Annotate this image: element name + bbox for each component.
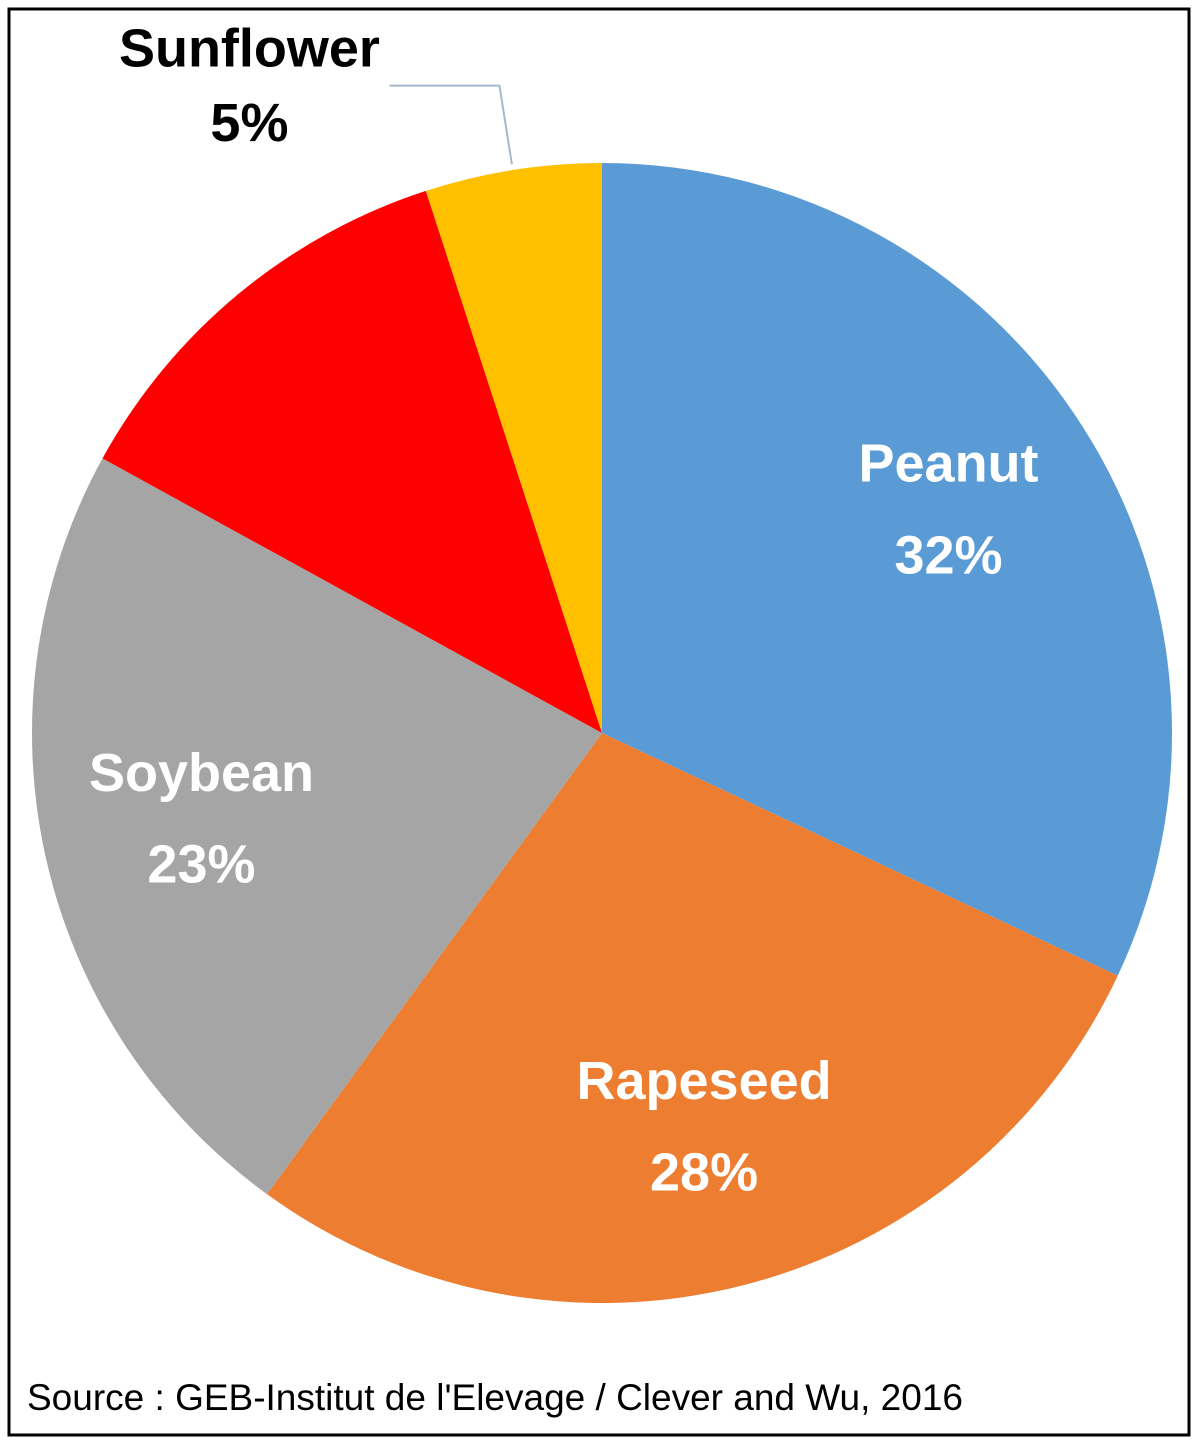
slice-label: Sunflower — [119, 18, 380, 78]
pie-slice — [425, 163, 602, 733]
pie-slice — [31, 458, 602, 1195]
slice-label: Soybean — [89, 743, 314, 803]
leader-line — [389, 84, 513, 165]
slice-value-label: 32% — [894, 525, 1002, 585]
pie-slice — [266, 733, 1118, 1303]
slice-value-label: 23% — [147, 835, 255, 895]
source-note: Source : GEB-Institut de l'Elevage / Cle… — [27, 1377, 963, 1418]
slice-value-label: 5% — [210, 93, 288, 153]
slice-label: Peanut — [858, 433, 1038, 493]
pie-slice — [602, 163, 1173, 976]
slice-value-label: 28% — [650, 1143, 758, 1203]
slice-label: Rapeseed — [576, 1051, 831, 1111]
pie-slice — [102, 190, 603, 734]
